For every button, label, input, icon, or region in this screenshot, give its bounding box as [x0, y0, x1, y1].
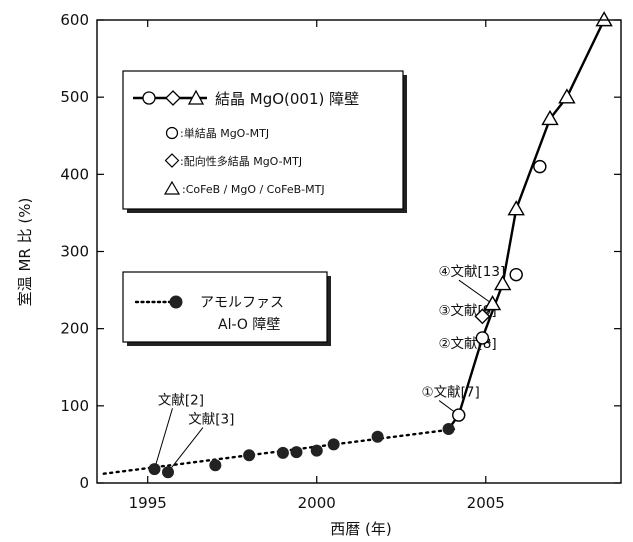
alo-data-point — [371, 430, 384, 443]
y-tick-label: 400 — [60, 165, 89, 183]
single-crystal-data-point — [475, 331, 490, 345]
single-crystal-data-point — [452, 408, 466, 422]
legend-item-cofeb-marker — [163, 180, 181, 195]
annotation-label: ④文献[13] — [438, 264, 505, 280]
legend-alo-title-line1: アモルファス — [200, 295, 284, 311]
alo-data-point — [209, 459, 222, 472]
annotation-leader — [458, 279, 493, 305]
axis-ticks: 0 100 200 300 400 500 600 1995 2000 2005 — [60, 11, 621, 512]
y-tick-label: 300 — [60, 243, 89, 261]
alo-data-point — [442, 422, 455, 435]
legend-item-single-crystal: :単結晶 MgO-MTJ — [180, 126, 269, 140]
alo-data-point — [310, 444, 323, 457]
y-tick-label: 500 — [60, 88, 89, 106]
legend-item-cofeb: :CoFeB / MgO / CoFeB-MTJ — [182, 183, 325, 196]
legend-item-single-crystal-marker — [165, 126, 179, 140]
legend-mgo: 結晶 MgO(001) 障壁 :単結晶 MgO-MTJ :配向性多結晶 MgO-… — [122, 70, 407, 213]
y-tick-label: 0 — [79, 474, 89, 492]
plot-frame — [96, 19, 622, 484]
legend-mgo-title: 結晶 MgO(001) 障壁 — [215, 90, 359, 108]
data-markers — [148, 11, 613, 479]
x-tick-label: 2005 — [467, 494, 505, 512]
mgo-trend-line — [447, 19, 606, 430]
single-crystal-data-point — [509, 267, 523, 282]
cofeb-data-point — [541, 109, 559, 126]
legend-alo-title-line2: Al-O 障壁 — [218, 317, 280, 333]
legend-item-oriented-poly-marker — [164, 153, 180, 168]
x-axis-label: 西暦 (年) — [330, 520, 391, 538]
annotation-leader — [167, 427, 204, 473]
legend-item-oriented-poly: :配向性多結晶 MgO-MTJ — [180, 154, 302, 168]
legend-mgo-triangle-marker — [187, 89, 205, 105]
x-tick-label: 2000 — [298, 494, 336, 512]
legend-alo: アモルファス Al-O 障壁 — [122, 271, 331, 346]
alo-data-point — [161, 466, 174, 479]
legend-alo-marker — [169, 295, 183, 309]
cofeb-data-point — [483, 295, 502, 311]
legend-mgo-circle-marker — [142, 91, 156, 105]
cofeb-data-point — [507, 200, 525, 216]
alo-data-point — [243, 449, 256, 462]
single-crystal-data-point — [533, 159, 547, 174]
cofeb-data-point — [558, 88, 576, 104]
alo-data-point — [148, 463, 161, 476]
alo-data-point — [327, 438, 340, 451]
annotation-label: 文献[3] — [188, 412, 234, 428]
annotation-leader — [153, 408, 173, 470]
alo-data-point — [290, 446, 303, 459]
y-axis-label: 室温 MR 比 (%) — [16, 198, 34, 307]
y-tick-label: 100 — [60, 397, 89, 415]
oriented-poly-data-point — [474, 308, 491, 325]
legend-alo-box — [122, 271, 328, 343]
x-tick-label: 1995 — [129, 494, 167, 512]
y-tick-label: 600 — [60, 11, 89, 29]
alo-data-point — [276, 446, 289, 459]
annotation-label: 文献[2] — [158, 392, 204, 408]
cofeb-data-point — [493, 274, 512, 291]
legend-mgo-diamond-marker — [165, 90, 181, 106]
cofeb-data-point — [595, 11, 613, 27]
y-tick-label: 200 — [60, 320, 89, 338]
annotation-label: ①文献[7] — [422, 385, 480, 401]
